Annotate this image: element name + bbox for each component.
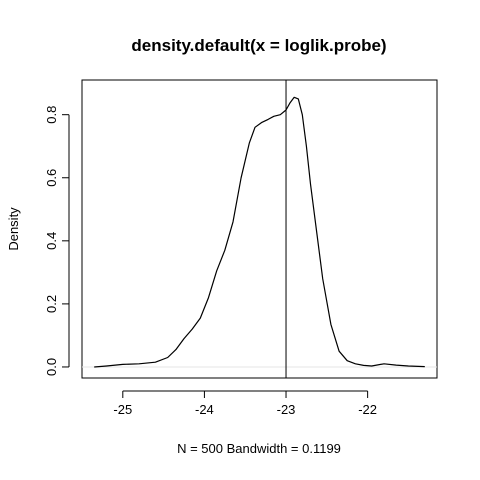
y-tick-label: 0.2: [44, 295, 59, 313]
x-tick-label: -24: [195, 402, 214, 417]
y-tick-label: 0.4: [44, 232, 59, 250]
x-axis-label: N = 500 Bandwidth = 0.1199: [177, 441, 341, 456]
density-curve: [94, 96, 425, 368]
y-tick-label: 0.6: [44, 169, 59, 187]
y-axis-label: Density: [6, 207, 21, 251]
x-tick-label: -23: [277, 402, 296, 417]
plot-marks: [82, 80, 437, 378]
y-tick-label: 0.0: [44, 358, 59, 376]
x-axis: -25 -24 -23 -22: [113, 390, 377, 417]
x-tick-label: -22: [358, 402, 377, 417]
y-axis: 0.0 0.2 0.4 0.6 0.8: [44, 106, 70, 376]
y-tick-label: 0.8: [44, 106, 59, 124]
plot-frame: [81, 79, 438, 379]
chart-title: density.default(x = loglik.probe): [131, 36, 386, 55]
x-tick-label: -25: [113, 402, 132, 417]
